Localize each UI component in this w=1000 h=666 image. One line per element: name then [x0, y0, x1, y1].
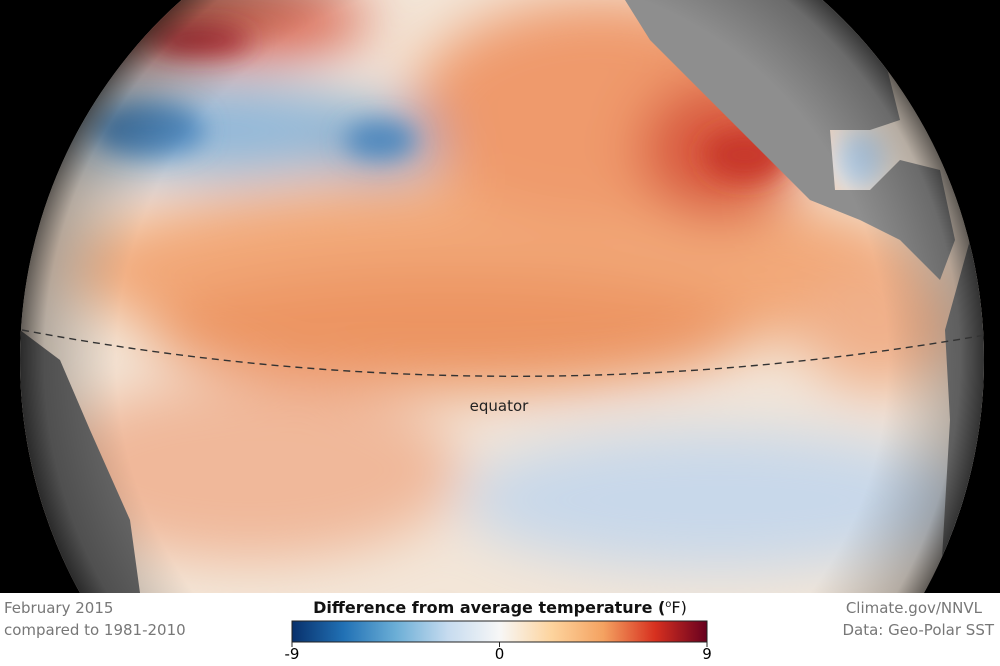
colorbar-tick-label: -9: [285, 645, 300, 663]
legend-degree: o: [665, 599, 671, 610]
source: Data: Geo-Polar SST: [842, 621, 994, 639]
date: February 2015: [4, 599, 113, 617]
legend-unit: F): [671, 598, 686, 617]
legend-title: Difference from average temperature (oF): [313, 598, 687, 617]
equator-line: [21, 329, 986, 377]
colorbar: [291, 620, 708, 643]
colorbar-tick-label: 0: [495, 645, 505, 663]
globe: [20, 0, 984, 593]
legend-title-text: Difference from average temperature (: [313, 598, 665, 617]
equator-label: equator: [470, 397, 530, 415]
credit: Climate.gov/NNVL: [846, 599, 983, 617]
colorbar-tick-label: 9: [702, 645, 712, 663]
baseline: compared to 1981-2010: [4, 621, 186, 639]
